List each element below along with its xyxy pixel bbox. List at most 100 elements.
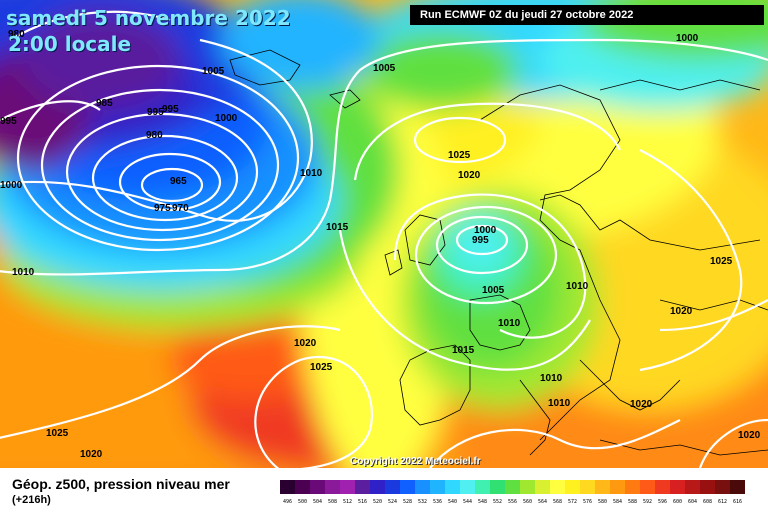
scale-tick-label: 544 [462,499,473,505]
isobar-label: 1020 [738,430,761,441]
scale-tick-label: 584 [612,499,623,505]
scale-tick-label: 612 [717,499,728,505]
scale-swatch [520,480,535,494]
legend-subtitle: (+216h) [12,494,51,506]
scale-swatch [325,480,340,494]
isobar-label: 1005 [202,66,225,77]
scale-tick-label: 504 [312,499,323,505]
scale-swatch [715,480,730,494]
isobar-label: 1000 [474,225,497,236]
isobar-label: 980 [8,29,25,40]
isobar-label: 975 [154,203,171,214]
isobar-label: 1020 [458,170,481,181]
scale-tick-label: 536 [432,499,443,505]
isobar-label: 1005 [373,63,396,74]
scale-swatch [700,480,715,494]
scale-tick-label: 516 [357,499,368,505]
isobar-label: 1020 [80,449,103,460]
scale-swatch [565,480,580,494]
scale-tick-label: 532 [417,499,428,505]
scale-swatch [550,480,565,494]
scale-swatch [475,480,490,494]
isobar-label: 1020 [670,306,693,317]
isobar-label: 1010 [12,267,35,278]
isobar-label: 1010 [300,168,323,179]
isobar-label: 1015 [326,222,349,233]
scale-swatch [685,480,700,494]
isobar-label: 1025 [710,256,733,267]
isobar-label: 1000 [215,113,238,124]
scale-tick-label: 512 [342,499,353,505]
copyright-text: Copyright 2022 Meteociel.fr [350,456,481,467]
scale-tick-label: 608 [702,499,713,505]
legend-title: Géop. z500, pression niveau mer [12,476,230,492]
scale-swatch [295,480,310,494]
scale-swatch [385,480,400,494]
scale-tick-label: 596 [657,499,668,505]
isobar-label: 980 [146,130,163,141]
scale-tick-label: 540 [447,499,458,505]
scale-swatch [370,480,385,494]
scale-swatch [670,480,685,494]
scale-tick-label: 528 [402,499,413,505]
scale-tick-label: 604 [687,499,698,505]
scale-tick-label: 616 [732,499,743,505]
scale-swatch [400,480,415,494]
scale-swatch [490,480,505,494]
isobar-label: 1025 [448,150,471,161]
scale-tick-label: 576 [582,499,593,505]
scale-swatch [445,480,460,494]
scale-tick-label: 524 [387,499,398,505]
scale-swatch [430,480,445,494]
isobar-label: 1000 [0,180,23,191]
forecast-date: samedi 5 novembre 2022 [6,6,291,30]
isobar-label: 1010 [566,281,589,292]
scale-tick-label: 520 [372,499,383,505]
scale-tick-label: 572 [567,499,578,505]
isobar-label: 965 [170,176,187,187]
scale-tick-label: 568 [552,499,563,505]
scale-swatch [460,480,475,494]
isobar-label: 995 [162,104,179,115]
scale-tick-label: 600 [672,499,683,505]
color-scale-ticks: 496 500 504 508 512 516 520 524 528 532 536 540 544 5… [280,499,745,505]
isobar-label: 985 [96,98,113,109]
isobar-label: 1010 [540,373,563,384]
isobar-label: 1015 [452,345,475,356]
scale-swatch [505,480,520,494]
scale-tick-label: 496 [282,499,293,505]
coastlines [229,49,768,456]
geopotential-field [0,0,768,468]
scale-tick-label: 560 [522,499,533,505]
isobar-label: 1020 [630,399,653,410]
scale-tick-label: 592 [642,499,653,505]
isobar-label: 1010 [498,318,521,329]
scale-swatch [355,480,370,494]
isobar-labels: 980 985 995 995 995 1005 1000 980 965 97… [0,29,761,460]
scale-tick-label: 508 [327,499,338,505]
isobar-label: 995 [472,235,489,246]
isobar-label: 970 [172,203,189,214]
scale-swatch [625,480,640,494]
scale-swatch [655,480,670,494]
scale-swatch [280,480,295,494]
scale-tick-label: 564 [537,499,548,505]
scale-swatch [730,480,745,494]
isobar-label: 995 [147,107,164,118]
scale-tick-label: 552 [492,499,503,505]
isobar-label: 1025 [46,428,69,439]
scale-swatch [640,480,655,494]
scale-swatch [415,480,430,494]
isobar-label: 1000 [676,33,699,44]
scale-swatch [340,480,355,494]
color-scale [280,480,745,494]
scale-swatch [310,480,325,494]
forecast-time: 2:00 locale [8,32,132,56]
isobars [0,10,768,468]
scale-tick-label: 500 [297,499,308,505]
scale-swatch [595,480,610,494]
weather-map: 980 985 995 995 995 1005 1000 980 965 97… [0,0,768,468]
isobar-label: 1005 [482,285,505,296]
scale-swatch [535,480,550,494]
model-run-banner: Run ECMWF 0Z du jeudi 27 octobre 2022 [410,5,764,25]
